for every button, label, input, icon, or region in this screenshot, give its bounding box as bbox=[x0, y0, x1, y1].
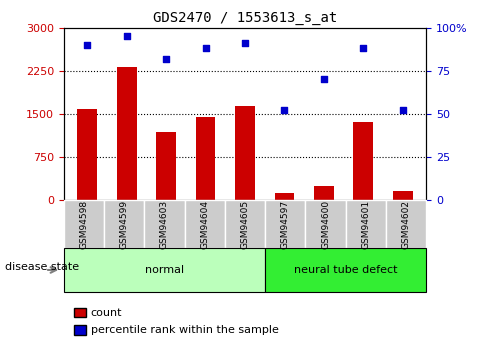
Point bbox=[241, 40, 249, 46]
Bar bbox=[117, 67, 137, 200]
Point bbox=[399, 108, 407, 113]
Bar bbox=[235, 106, 255, 200]
Text: percentile rank within the sample: percentile rank within the sample bbox=[91, 325, 278, 335]
Bar bbox=[77, 109, 97, 200]
Text: GSM94600: GSM94600 bbox=[321, 200, 330, 249]
Text: GSM94602: GSM94602 bbox=[402, 200, 411, 249]
Point bbox=[83, 42, 91, 48]
Text: disease state: disease state bbox=[5, 262, 79, 272]
Text: GSM94598: GSM94598 bbox=[79, 200, 88, 249]
Bar bbox=[353, 122, 373, 200]
Text: normal: normal bbox=[145, 265, 184, 275]
Text: GSM94605: GSM94605 bbox=[241, 200, 249, 249]
Bar bbox=[156, 132, 176, 200]
Text: GSM94599: GSM94599 bbox=[120, 200, 129, 249]
Bar bbox=[314, 186, 334, 200]
Point bbox=[162, 56, 170, 61]
Point bbox=[202, 46, 210, 51]
Text: count: count bbox=[91, 308, 122, 317]
Point bbox=[359, 46, 367, 51]
Bar bbox=[196, 117, 216, 200]
Bar bbox=[393, 191, 413, 200]
Title: GDS2470 / 1553613_s_at: GDS2470 / 1553613_s_at bbox=[153, 11, 337, 25]
Point bbox=[123, 33, 131, 39]
Point bbox=[320, 77, 328, 82]
Text: neural tube defect: neural tube defect bbox=[294, 265, 397, 275]
Point bbox=[280, 108, 288, 113]
Text: GSM94603: GSM94603 bbox=[160, 200, 169, 249]
Text: GSM94601: GSM94601 bbox=[361, 200, 370, 249]
Text: GSM94604: GSM94604 bbox=[200, 200, 209, 249]
Text: GSM94597: GSM94597 bbox=[281, 200, 290, 249]
Bar bbox=[274, 193, 294, 200]
